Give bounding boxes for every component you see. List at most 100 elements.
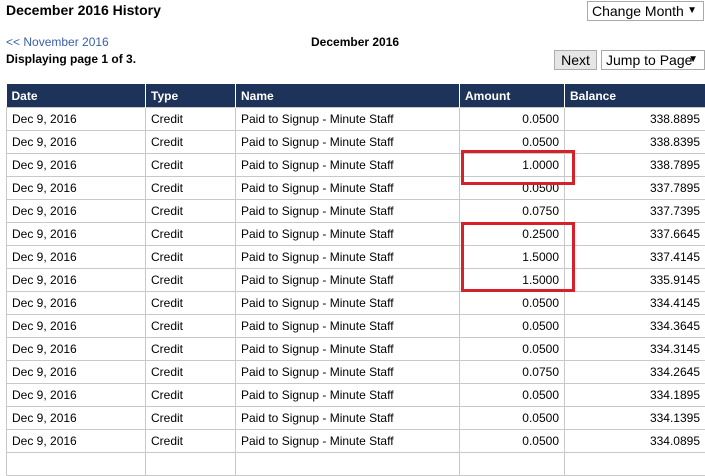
cell-balance: 338.8895 [565,108,705,131]
cell-type: Credit [146,131,236,154]
cell-amount: 0.0500 [460,131,565,154]
cell-balance: 338.7895 [565,154,705,177]
cell-balance: 334.4145 [565,292,705,315]
cell-amount: 0.0750 [460,200,565,223]
cell-date: Dec 9, 2016 [7,407,146,430]
cell-amount: 0.0500 [460,430,565,453]
cell-type: Credit [146,430,236,453]
cell-amount: 0.0500 [460,407,565,430]
cell-date: Dec 9, 2016 [7,292,146,315]
chevron-down-icon: ▼ [687,5,697,16]
cell-balance: 338.8395 [565,131,705,154]
cell-date: Dec 9, 2016 [7,315,146,338]
cell-name: Paid to Signup - Minute Staff [236,246,460,269]
cell-amount: 1.0000 [460,154,565,177]
cell-name: Paid to Signup - Minute Staff [236,361,460,384]
change-month-label: Change Month [592,3,684,19]
cell-amount: 0.2500 [460,223,565,246]
cell-date: Dec 9, 2016 [7,384,146,407]
cell-name: Paid to Signup - Minute Staff [236,223,460,246]
cell-balance [565,453,705,476]
cell-amount: 0.0500 [460,108,565,131]
cell-balance: 334.3145 [565,338,705,361]
cell-amount: 1.5000 [460,246,565,269]
cell-type: Credit [146,292,236,315]
cell-type: Credit [146,154,236,177]
cell-name: Paid to Signup - Minute Staff [236,108,460,131]
cell-amount: 0.0500 [460,384,565,407]
column-header-balance[interactable]: Balance [565,84,705,108]
jump-to-page-select[interactable]: Jump to Page ▼ [601,50,705,70]
column-header-date[interactable]: Date [7,84,146,108]
cell-balance: 334.1895 [565,384,705,407]
cell-amount: 0.0500 [460,292,565,315]
cell-date: Dec 9, 2016 [7,246,146,269]
cell-date: Dec 9, 2016 [7,223,146,246]
cell-name: Paid to Signup - Minute Staff [236,269,460,292]
cell-amount: 0.0500 [460,315,565,338]
cell-name: Paid to Signup - Minute Staff [236,315,460,338]
cell-date: Dec 9, 2016 [7,131,146,154]
cell-name: Paid to Signup - Minute Staff [236,430,460,453]
cell-type: Credit [146,269,236,292]
cell-balance: 334.3645 [565,315,705,338]
cell-amount: 1.5000 [460,269,565,292]
previous-month-link[interactable]: << November 2016 [6,35,109,49]
cell-date: Dec 9, 2016 [7,338,146,361]
cell-date: Dec 9, 2016 [7,269,146,292]
cell-balance: 334.2645 [565,361,705,384]
column-header-type[interactable]: Type [146,84,236,108]
cell-name: Paid to Signup - Minute Staff [236,338,460,361]
cell-balance: 337.4145 [565,246,705,269]
jump-to-page-label: Jump to Page [606,52,692,68]
cell-type: Credit [146,338,236,361]
table-row [7,453,705,476]
cell-amount [460,453,565,476]
table-header-row: Date Type Name Amount Balance [7,84,705,108]
cell-date: Dec 9, 2016 [7,177,146,200]
cell-amount: 0.0500 [460,338,565,361]
cell-balance: 337.7395 [565,200,705,223]
column-header-name[interactable]: Name [236,84,460,108]
page-info-prefix: Displaying page [6,52,101,66]
cell-type: Credit [146,223,236,246]
cell-type: Credit [146,246,236,269]
cell-date: Dec 9, 2016 [7,430,146,453]
cell-date: Dec 9, 2016 [7,154,146,177]
cell-name: Paid to Signup - Minute Staff [236,177,460,200]
chevron-down-icon: ▼ [688,54,698,65]
page-indicator: Displaying page 1 of 3. [6,52,136,66]
cell-balance: 334.0895 [565,430,705,453]
month-heading: December 2016 [311,35,399,49]
column-header-amount[interactable]: Amount [460,84,565,108]
cell-balance: 337.7895 [565,177,705,200]
cell-name: Paid to Signup - Minute Staff [236,200,460,223]
page-title: December 2016 History [6,2,161,18]
cell-balance: 334.1395 [565,407,705,430]
cell-name: Paid to Signup - Minute Staff [236,384,460,407]
cell-type: Credit [146,200,236,223]
cell-name: Paid to Signup - Minute Staff [236,292,460,315]
cell-type: Credit [146,361,236,384]
cell-type: Credit [146,315,236,338]
cell-amount: 0.0500 [460,177,565,200]
change-month-select[interactable]: Change Month ▼ [587,1,704,21]
next-page-button[interactable]: Next [554,50,597,70]
cell-date: Dec 9, 2016 [7,361,146,384]
cell-type: Credit [146,407,236,430]
page-info-middle: of [108,52,126,66]
